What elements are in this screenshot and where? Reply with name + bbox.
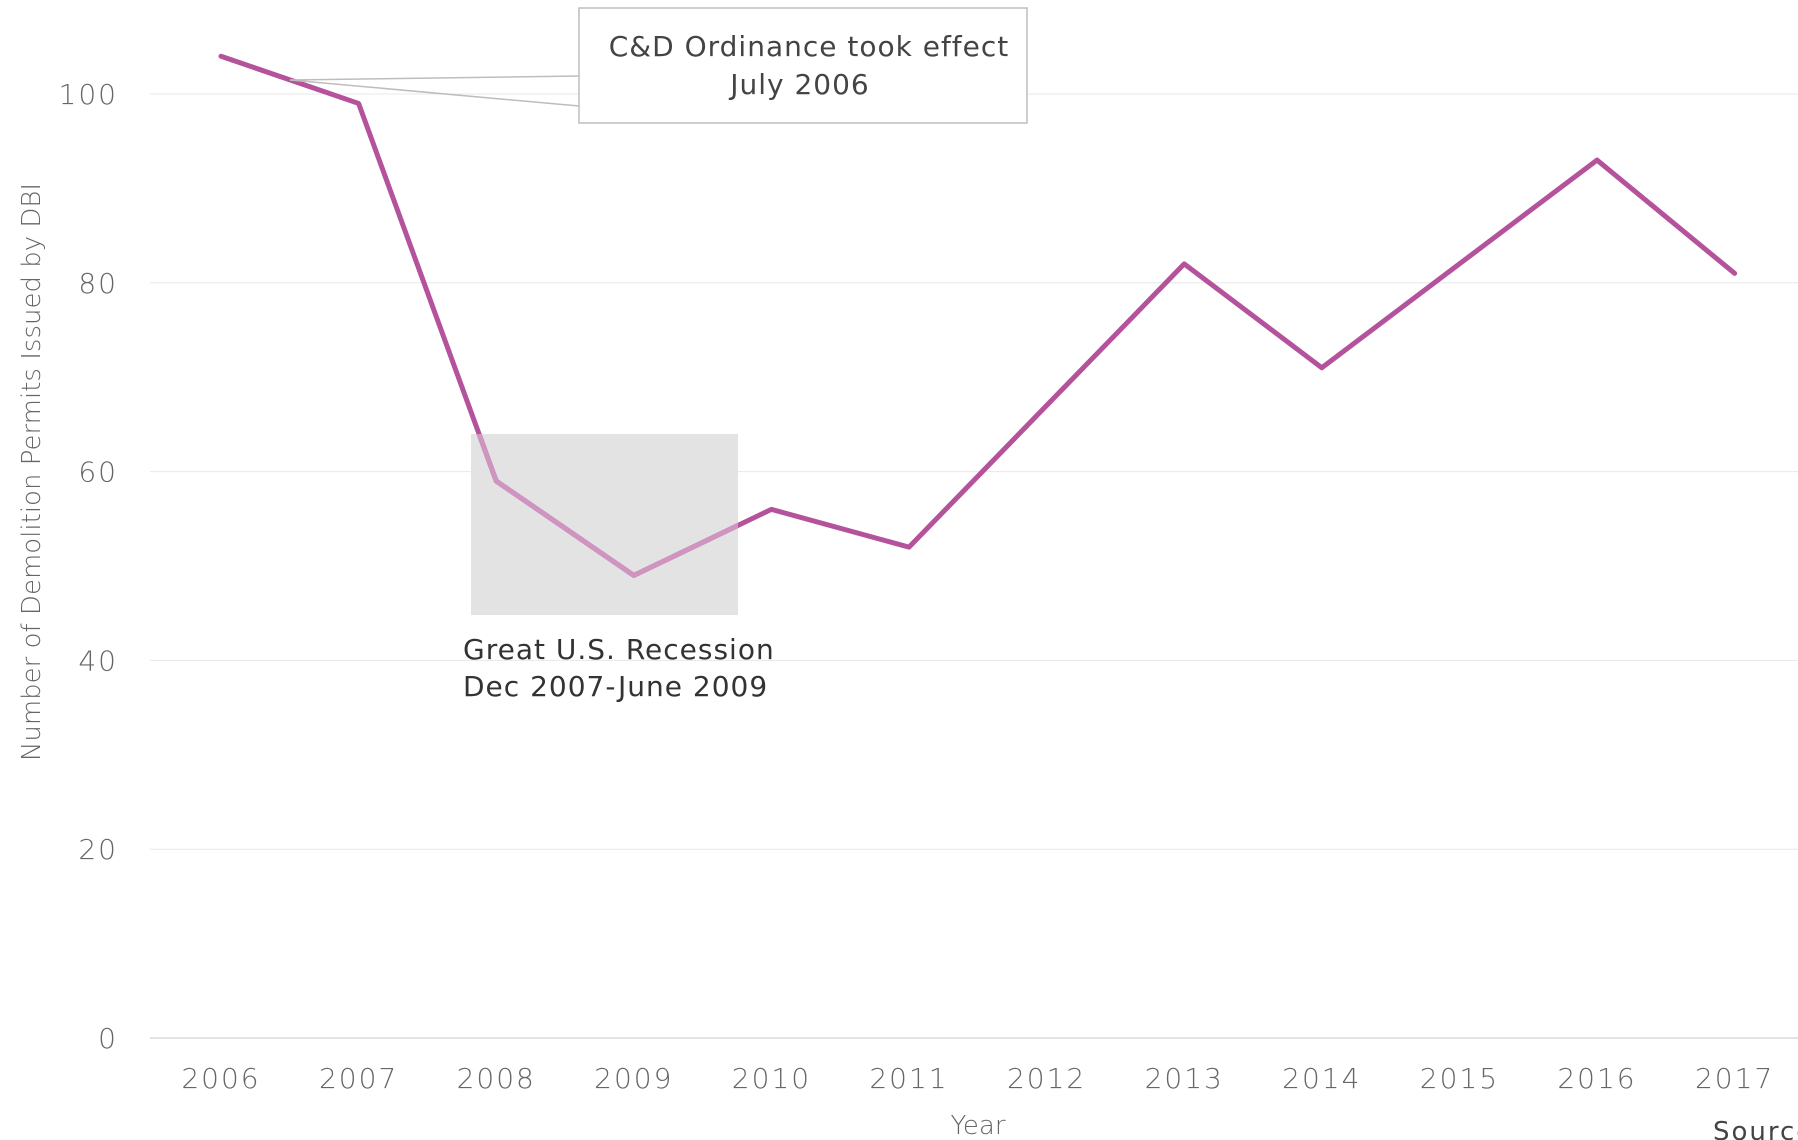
y-axis-title: Number of Demolition Permits Issued by D… [17,183,47,761]
callout-leader-bottom [289,79,580,107]
callout-leader-top [289,75,580,81]
y-tick-labels: 0 20 40 60 80 100 [59,78,118,1055]
x-tick-label: 2015 [1420,1062,1499,1095]
x-tick-label: 2013 [1145,1062,1224,1095]
x-tick-label: 2010 [732,1062,811,1095]
data-point-2009 [631,572,637,578]
data-point-2015 [1456,261,1462,267]
data-point-2012 [1044,403,1050,409]
x-axis-title: Year [950,1111,1005,1140]
y-tick-label: 0 [98,1022,118,1055]
x-tick-labels: 2006 2007 2008 2009 2010 2011 2012 2013 2014 2015… [181,1062,1774,1095]
x-tick-label: 2009 [594,1062,673,1095]
callout-box [578,7,1028,124]
x-tick-label: 2008 [457,1062,536,1095]
x-tick-label: 2014 [1282,1062,1361,1095]
x-tick-label: 2016 [1557,1062,1636,1095]
recession-shaded-region [471,434,738,615]
data-point-2013 [1181,261,1187,267]
y-tick-label: 40 [78,644,118,677]
data-point-2014 [1319,365,1325,371]
x-tick-label: 2007 [319,1062,398,1095]
source-label: Source [1713,1117,1798,1140]
data-point-2016 [1594,157,1600,163]
series-layer [218,53,1738,578]
grid-lines [150,93,1798,1039]
x-tick-label: 2011 [869,1062,948,1095]
data-point-2006 [218,53,224,59]
callout-line-1: C&D Ordinance took effect [609,30,1010,63]
y-tick-label: 80 [78,267,118,300]
recession-label-line-2: Dec 2007-June 2009 [463,670,768,703]
x-tick-label: 2006 [181,1062,260,1095]
series-line-recession-overlay [476,434,738,578]
callout-line-2: July 2006 [728,68,870,101]
data-point-2008 [493,478,499,484]
data-point-2017 [1732,270,1738,276]
x-tick-label: 2017 [1695,1062,1774,1095]
data-point-2011 [906,544,912,550]
data-point-2007 [356,100,362,106]
x-tick-label: 2012 [1007,1062,1086,1095]
y-tick-label: 100 [59,78,118,111]
series-line [218,53,1738,578]
data-point-2010 [768,506,774,512]
ordinance-callout: C&D Ordinance took effect July 2006 [289,7,1028,124]
recession-label-line-1: Great U.S. Recession [463,633,775,666]
y-tick-label: 20 [78,833,118,866]
y-tick-label: 60 [78,456,118,489]
